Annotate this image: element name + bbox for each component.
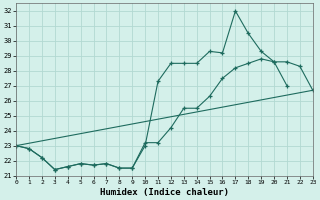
X-axis label: Humidex (Indice chaleur): Humidex (Indice chaleur): [100, 188, 229, 197]
